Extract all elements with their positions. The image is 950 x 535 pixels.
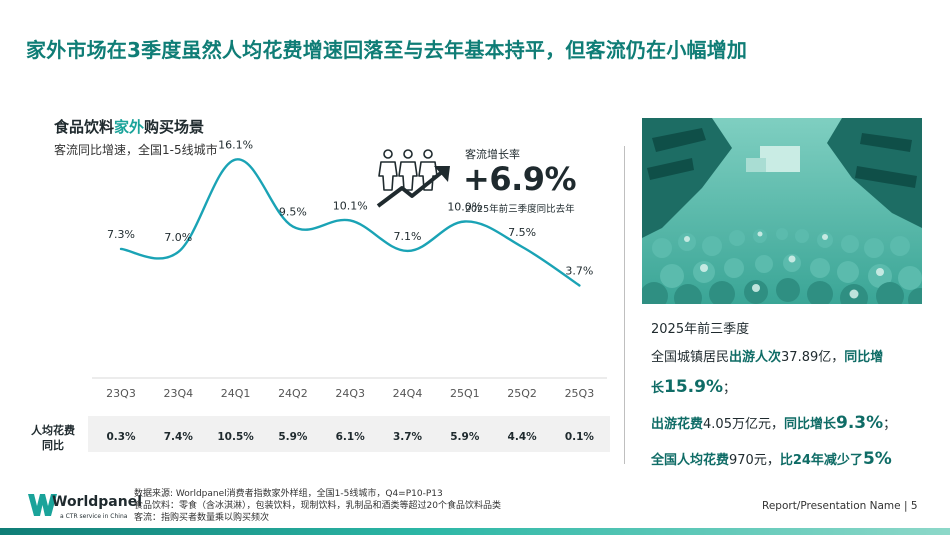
data-label: 9.5% <box>279 206 307 219</box>
stat-l1-b: 出游人次 <box>729 350 782 365</box>
chart-title-post: 购买场景 <box>144 118 205 136</box>
table-cell: 0.1% <box>564 431 594 443</box>
worldpanel-logo-icon <box>28 494 57 516</box>
table-cell: 7.4% <box>163 431 193 443</box>
stat-l3-b: 4.05万亿元， <box>703 417 784 432</box>
table-cell: 10.5% <box>217 431 254 443</box>
table-cell: 5.9% <box>450 431 480 443</box>
stat-line-2: 长15.9%； <box>651 377 736 397</box>
stat-l4-a: 全国人均花费 <box>651 453 730 468</box>
brand-tagline: a CTR service in China <box>60 513 128 520</box>
data-label: 7.1% <box>394 230 422 243</box>
category-label: 24Q2 <box>278 387 308 400</box>
data-label: 3.7% <box>565 264 593 277</box>
table-cell: 6.1% <box>335 431 365 443</box>
table-cell: 0.3% <box>106 431 136 443</box>
report-name: Report/Presentation Name | 5 <box>762 500 918 512</box>
category-label: 25Q3 <box>565 387 595 400</box>
table-row-label: 人均花费同比 <box>31 424 75 452</box>
stat-line-3: 出游花费4.05万亿元，同比增长9.3%； <box>651 413 896 433</box>
source-line-1: 数据来源: Worldpanel消费者指数家外样组，全国1-5线城市，Q4=P1… <box>134 489 443 499</box>
bottom-accent-bar <box>0 528 950 535</box>
data-label: 10.1% <box>333 199 368 212</box>
category-label: 24Q4 <box>393 387 423 400</box>
source-line-3: 客流：指购买者数量乘以购买频次 <box>134 513 270 523</box>
stat-l2-b: 15.9% <box>664 377 723 397</box>
data-label: 7.0% <box>164 231 192 244</box>
table-cell: 3.7% <box>392 431 423 443</box>
data-label: 7.3% <box>107 228 135 241</box>
stat-l1-c: 37.89亿， <box>781 350 845 365</box>
category-label: 24Q1 <box>221 387 251 400</box>
stat-l2-a: 长 <box>651 381 665 396</box>
stat-l1-a: 全国城镇居民 <box>651 350 730 365</box>
brand-name: Worldpanel <box>52 494 143 510</box>
stat-line-1: 全国城镇居民出游人次37.89亿，同比增 <box>651 346 883 365</box>
stat-l4-d: 5% <box>862 449 892 469</box>
people-growth-icon <box>376 149 450 208</box>
stat-l2-c: ； <box>723 381 737 396</box>
category-label: 25Q2 <box>507 387 537 400</box>
stat-line-4: 全国人均花费970元，比24年减少了5% <box>651 449 892 469</box>
category-label: 25Q1 <box>450 387 480 400</box>
kpi-value: +6.9% <box>463 160 577 198</box>
table-row-band <box>88 416 610 452</box>
kpi-label: 客流增长率 <box>465 148 520 161</box>
chart-title-pre: 食品饮料 <box>54 118 115 136</box>
chart-title: 食品饮料家外购买场景 <box>54 116 204 137</box>
chart-title-highlight: 家外 <box>114 118 145 136</box>
stat-l3-d: 9.3% <box>835 413 884 433</box>
stat-l3-c: 同比增长 <box>783 417 836 432</box>
crowd-street-photo <box>642 118 922 304</box>
category-label: 24Q3 <box>335 387 365 400</box>
stat-l4-c: 比24年减少了 <box>779 453 863 468</box>
data-label: 16.1% <box>218 139 253 152</box>
chart-subtitle: 客流同比增速，全国1-5线城市 <box>54 143 218 157</box>
stat-l4-b: 970元， <box>729 453 780 468</box>
category-label: 23Q4 <box>163 387 193 400</box>
divider <box>624 146 625 464</box>
source-notes: 数据来源: Worldpanel消费者指数家外样组，全国1-5线城市，Q4=P1… <box>134 488 501 524</box>
stat-l3-a: 出游花费 <box>651 417 704 432</box>
source-line-2: 食品饮料：零食（含冰淇淋），包装饮料，现制饮料，乳制品和酒类等超过20个食品饮料… <box>134 501 501 511</box>
page-title: 家外市场在3季度虽然人均花费增速回落至与去年基本持平，但客流仍在小幅增加 <box>26 38 748 62</box>
table-cell: 5.9% <box>278 431 308 443</box>
category-label: 23Q3 <box>106 387 136 400</box>
stat-l3-e: ； <box>883 417 897 432</box>
kpi-note: 2025年前三季度同比去年 <box>465 204 575 215</box>
data-label: 7.5% <box>508 226 536 239</box>
stat-l1-d: 同比增 <box>844 350 884 365</box>
stat-heading: 2025年前三季度 <box>651 322 750 337</box>
table-cell: 4.4% <box>507 431 537 443</box>
